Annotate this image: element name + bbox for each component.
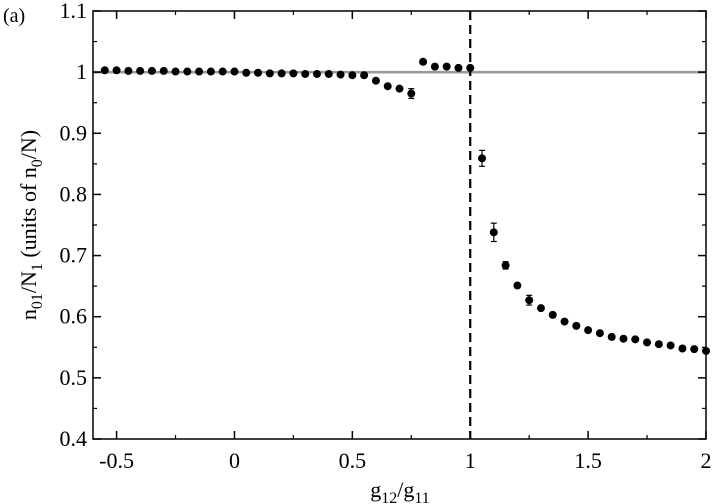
- x-tick-label: 0.5: [339, 448, 367, 473]
- data-point: [501, 261, 510, 270]
- data-point: [301, 69, 310, 78]
- axis-label-text: /g: [397, 477, 414, 502]
- data-point: [277, 69, 286, 78]
- data-point: [666, 341, 675, 350]
- y-tick-label: 0.8: [60, 181, 88, 206]
- data-point: [489, 228, 498, 237]
- x-axis-label: g12/g11: [370, 477, 430, 504]
- data-point: [254, 68, 263, 77]
- data-point: [536, 304, 545, 313]
- y-axis-label: n01/N1 (units of n0/N): [16, 130, 46, 320]
- axis-label-text: g: [370, 477, 381, 502]
- data-point: [572, 321, 581, 330]
- data-point: [442, 62, 451, 71]
- data-point: [654, 340, 663, 349]
- data-point: [324, 69, 333, 78]
- data-point: [407, 89, 416, 98]
- data-points: [100, 57, 710, 355]
- axis-label-text: /N: [16, 271, 41, 293]
- data-point: [371, 76, 380, 85]
- data-point: [336, 70, 345, 79]
- data-point: [690, 345, 699, 354]
- data-point: [112, 66, 121, 75]
- x-tick-label: 2: [701, 448, 712, 473]
- data-point: [548, 310, 557, 319]
- data-point: [584, 326, 593, 335]
- y-tick-label: 1.1: [60, 0, 88, 23]
- data-point: [383, 82, 392, 91]
- data-point: [513, 281, 522, 290]
- axis-label-subscript: 11: [414, 490, 429, 504]
- data-point: [265, 69, 274, 78]
- data-point: [643, 338, 652, 347]
- data-point: [466, 63, 475, 72]
- data-point: [124, 66, 133, 75]
- data-point: [478, 154, 487, 163]
- data-point: [430, 62, 439, 71]
- data-point: [348, 71, 357, 80]
- x-tick-label: 0: [229, 448, 240, 473]
- axis-label-subscript: 0: [29, 159, 46, 167]
- y-tick-label: 0.9: [60, 120, 88, 145]
- y-tick-label: 0.6: [60, 304, 88, 329]
- axis-ticks: -0.5 0 0.5 1 1.5 2 0.4 0.5 0.6 0.7 0.8 0.9 1 1.1: [60, 0, 712, 473]
- y-tick-label: 1: [76, 59, 87, 84]
- x-tick-label: 1: [465, 448, 476, 473]
- data-point: [619, 334, 628, 343]
- data-point: [678, 344, 687, 353]
- y-tick-label: 0.7: [60, 243, 88, 268]
- axis-label-subscript: 01: [29, 293, 46, 309]
- x-tick-label: -0.5: [99, 448, 134, 473]
- data-point: [525, 296, 534, 305]
- data-point: [289, 69, 298, 78]
- data-point: [419, 57, 428, 66]
- data-point: [218, 67, 227, 76]
- data-point: [360, 71, 369, 80]
- data-point: [607, 332, 616, 341]
- x-tick-label: 1.5: [574, 448, 602, 473]
- data-point: [560, 317, 569, 326]
- data-point: [195, 67, 204, 76]
- data-point: [230, 67, 239, 76]
- data-point: [312, 69, 321, 78]
- data-point: [183, 67, 192, 76]
- data-point: [206, 67, 215, 76]
- data-point: [100, 66, 109, 75]
- data-point: [395, 84, 404, 93]
- y-tick-label: 0.5: [60, 365, 88, 390]
- axis-label-subscript: 12: [381, 490, 397, 504]
- axis-label-subscript: 1: [29, 263, 46, 271]
- data-point: [136, 66, 145, 75]
- data-point: [242, 68, 251, 77]
- data-point: [147, 66, 156, 75]
- axis-label-text: n: [16, 309, 41, 320]
- data-point: [159, 66, 168, 75]
- axis-label-text: /N): [16, 130, 41, 159]
- data-point: [454, 63, 463, 72]
- panel-label: (a): [3, 5, 25, 27]
- axis-label-text: (units of n: [16, 167, 41, 263]
- data-point: [595, 329, 604, 338]
- y-tick-label: 0.4: [60, 426, 88, 451]
- data-point: [171, 67, 180, 76]
- data-point: [631, 335, 640, 344]
